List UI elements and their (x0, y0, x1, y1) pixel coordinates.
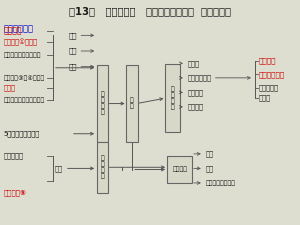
Text: 概念: 概念 (205, 151, 213, 157)
Text: 生变化: 生变化 (259, 95, 271, 101)
Text: 端粒学说⑤: 端粒学说⑤ (4, 190, 27, 196)
Text: 易扩散和转移: 易扩散和转移 (259, 71, 285, 78)
Text: 个体发育的基础：意义: 个体发育的基础：意义 (4, 53, 41, 58)
Text: 细
胞: 细 胞 (130, 98, 134, 109)
Text: 与细胞坏死的区别: 与细胞坏死的区别 (205, 180, 235, 186)
Text: 5个方面：主要特征: 5个方面：主要特征 (4, 130, 40, 137)
Text: 自由基学说: 自由基学说 (4, 153, 24, 159)
Text: 细胞凋亡: 细胞凋亡 (172, 167, 188, 172)
Text: 第13讲   细胞的分化   细胞的衰老和凋亡  细胞的癌变: 第13讲 细胞的分化 细胞的衰老和凋亡 细胞的癌变 (69, 6, 231, 16)
Text: 【按图索骥】: 【按图索骥】 (4, 24, 34, 33)
Text: 稳定性、③和④遗传性: 稳定性、③和④遗传性 (4, 75, 45, 81)
Text: 意义: 意义 (68, 63, 77, 70)
Text: 细
胞
癌
变: 细 胞 癌 变 (170, 86, 174, 110)
FancyBboxPatch shape (97, 142, 108, 193)
Text: 无限增殖: 无限增殖 (259, 58, 277, 64)
FancyBboxPatch shape (167, 156, 192, 183)
FancyBboxPatch shape (97, 65, 108, 142)
Text: 择性表达①：实质: 择性表达①：实质 (4, 38, 38, 46)
Text: 细
胞
衰
老: 细 胞 衰 老 (100, 155, 104, 179)
Text: 致癌因子: 致癌因子 (187, 89, 203, 96)
Text: 基因的选: 基因的选 (4, 26, 22, 35)
FancyBboxPatch shape (165, 63, 180, 132)
Text: 具有发育的潜能：全能性: 具有发育的潜能：全能性 (4, 97, 45, 103)
Text: 防止癌变: 防止癌变 (187, 104, 203, 110)
Text: 持久性: 持久性 (4, 85, 16, 91)
Text: 细
胞
分
化: 细 胞 分 化 (100, 92, 104, 115)
Text: 形态结构发: 形态结构发 (259, 85, 279, 91)
Text: 癌细胞的特点: 癌细胞的特点 (187, 74, 211, 81)
FancyBboxPatch shape (126, 65, 138, 142)
Text: 概念: 概念 (68, 32, 77, 39)
Text: 癌细胞: 癌细胞 (187, 60, 199, 67)
Text: 原因: 原因 (54, 165, 62, 172)
Text: 实质: 实质 (68, 48, 77, 54)
Text: 意义: 意义 (205, 165, 213, 172)
